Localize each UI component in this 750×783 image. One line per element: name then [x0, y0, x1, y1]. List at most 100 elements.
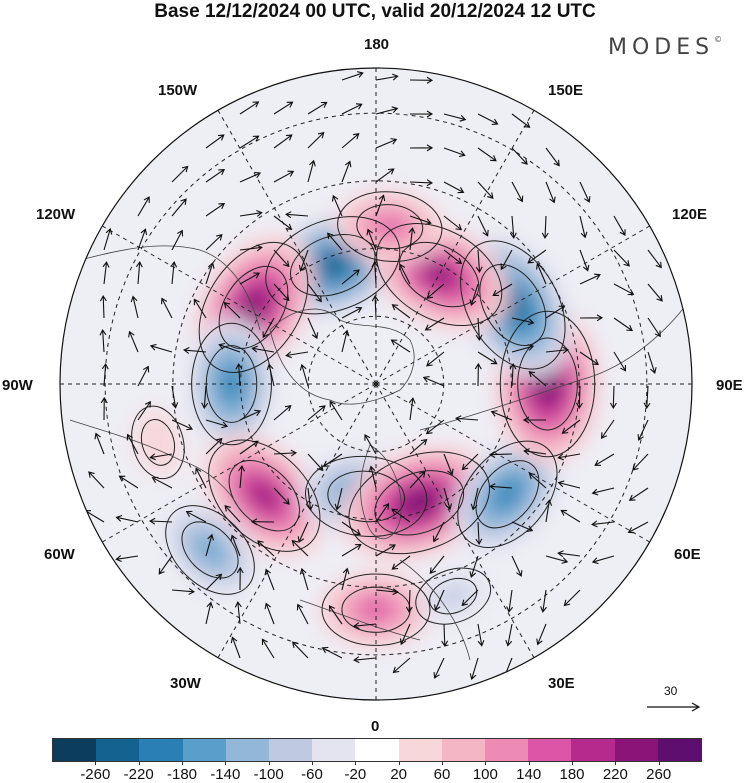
- wind-arrow: [118, 475, 139, 489]
- wind-arrow: [579, 314, 604, 322]
- wind-vectors: [84, 71, 663, 681]
- colorbar-tick-mark: [268, 761, 270, 765]
- wind-arrow: [409, 110, 434, 118]
- colorbar-tick-mark: [615, 761, 617, 765]
- wind-arrow: [477, 215, 489, 237]
- wind-arrow: [375, 544, 396, 557]
- wind-arrow: [540, 589, 547, 613]
- wind-arrow: [591, 555, 615, 565]
- wind-arrow: [235, 362, 243, 387]
- anomaly-high-russia-west: [410, 496, 429, 510]
- wind-arrow: [205, 202, 226, 217]
- wind-arrow: [511, 113, 531, 128]
- anomaly-high-north-america-west: [239, 290, 268, 325]
- colorbar-tick-mark: [312, 761, 313, 765]
- contour-low-scandinavia: [327, 470, 405, 523]
- anomaly-high-pacific-north: [427, 265, 451, 285]
- chart-title: Base 12/12/2024 00 UTC, valid 20/12/2024…: [154, 1, 596, 22]
- wind-arrow: [137, 400, 151, 421]
- wind-arrow: [375, 588, 399, 596]
- wind-arrow: [505, 623, 513, 647]
- wind-arrow: [171, 165, 189, 183]
- lon-label-180: 180: [364, 36, 390, 53]
- wind-arrow: [299, 363, 309, 387]
- wind-arrow: [545, 147, 560, 167]
- wind-arrow: [391, 555, 411, 570]
- wind-arrow: [291, 539, 309, 557]
- wind-arrow: [541, 215, 549, 240]
- contour-low-russia-central: [457, 440, 558, 548]
- wind-arrow: [341, 544, 362, 557]
- wind-arrow: [433, 657, 445, 679]
- coastline-america: [69, 245, 261, 511]
- colorbar-swatch: [528, 739, 572, 761]
- wind-arrow: [205, 419, 229, 429]
- wind-arrow: [557, 480, 581, 489]
- wind-arrow: [375, 73, 399, 81]
- colorbar-tick-mark: [442, 761, 443, 765]
- wind-arrow: [637, 419, 649, 441]
- wind-arrow: [205, 262, 215, 285]
- wind-arrow: [273, 215, 293, 230]
- wind-arrow: [536, 623, 547, 646]
- lon-label-150w: 150W: [158, 82, 198, 99]
- wind-arrow: [128, 330, 139, 353]
- wind-arrow: [239, 272, 261, 285]
- wind-arrow: [579, 249, 590, 272]
- contour-low-mediterranean: [429, 577, 478, 615]
- wind-arrow: [477, 181, 494, 199]
- wind-arrow: [613, 317, 633, 332]
- colorbar-tick-label: 220: [602, 766, 628, 783]
- wind-arrow: [523, 448, 547, 455]
- wind-arrow: [261, 638, 275, 659]
- wind-arrow: [390, 339, 411, 353]
- colorbar-tick-mark: [138, 761, 140, 765]
- wind-arrow: [375, 138, 398, 149]
- lon-label-90e: 90E: [716, 377, 743, 394]
- contour-low-pacific-aleutian: [265, 216, 401, 315]
- colorbar-swatch: [269, 739, 313, 761]
- wind-arrow: [492, 283, 513, 296]
- wind-arrow: [353, 656, 377, 664]
- wind-arrow: [443, 487, 453, 511]
- colorbar-tick-label: -140: [210, 766, 241, 783]
- wind-arrow: [201, 385, 209, 409]
- wind-arrow: [511, 555, 523, 577]
- wind-arrow: [408, 397, 416, 421]
- wind-arrow: [561, 419, 581, 434]
- colorbar-tick-label: 180: [559, 766, 585, 783]
- wind-arrow: [234, 601, 242, 625]
- wind-arrow: [285, 351, 309, 359]
- wind-arrow: [632, 453, 649, 471]
- wind-arrow: [273, 170, 295, 183]
- wind-arrow: [375, 168, 395, 183]
- wind-arrow: [575, 385, 583, 410]
- wind-arrow: [399, 263, 411, 285]
- wind-arrow: [296, 603, 309, 625]
- wind-arrow: [298, 249, 309, 272]
- wind-arrow: [341, 306, 363, 319]
- wind-arrow: [251, 345, 275, 353]
- anomaly-low-atlantic-south: [200, 540, 220, 560]
- wind-arrow: [426, 351, 445, 367]
- wind-arrow: [364, 434, 377, 455]
- wind-arrow: [218, 342, 241, 353]
- wind-arrow: [506, 589, 514, 613]
- wind-arrow: [545, 305, 566, 319]
- wind-arrow: [299, 567, 309, 591]
- colorbar-tick-label: -180: [166, 766, 198, 783]
- wind-arrow: [469, 283, 479, 307]
- wind-arrow: [130, 295, 139, 319]
- wind-arrow: [171, 587, 195, 595]
- wind-arrow: [424, 317, 445, 331]
- wind-arrow: [205, 533, 215, 557]
- wind-arrow: [160, 297, 173, 319]
- wind-arrow: [511, 317, 535, 326]
- lon-label-30w: 30W: [170, 675, 201, 692]
- wind-arrow: [409, 215, 432, 225]
- wind-arrow: [239, 244, 263, 252]
- colorbar-swatch: [398, 739, 442, 761]
- wind-arrow: [409, 144, 434, 152]
- wind-arrow: [594, 453, 615, 466]
- colorbar-tick-label: -60: [301, 766, 323, 783]
